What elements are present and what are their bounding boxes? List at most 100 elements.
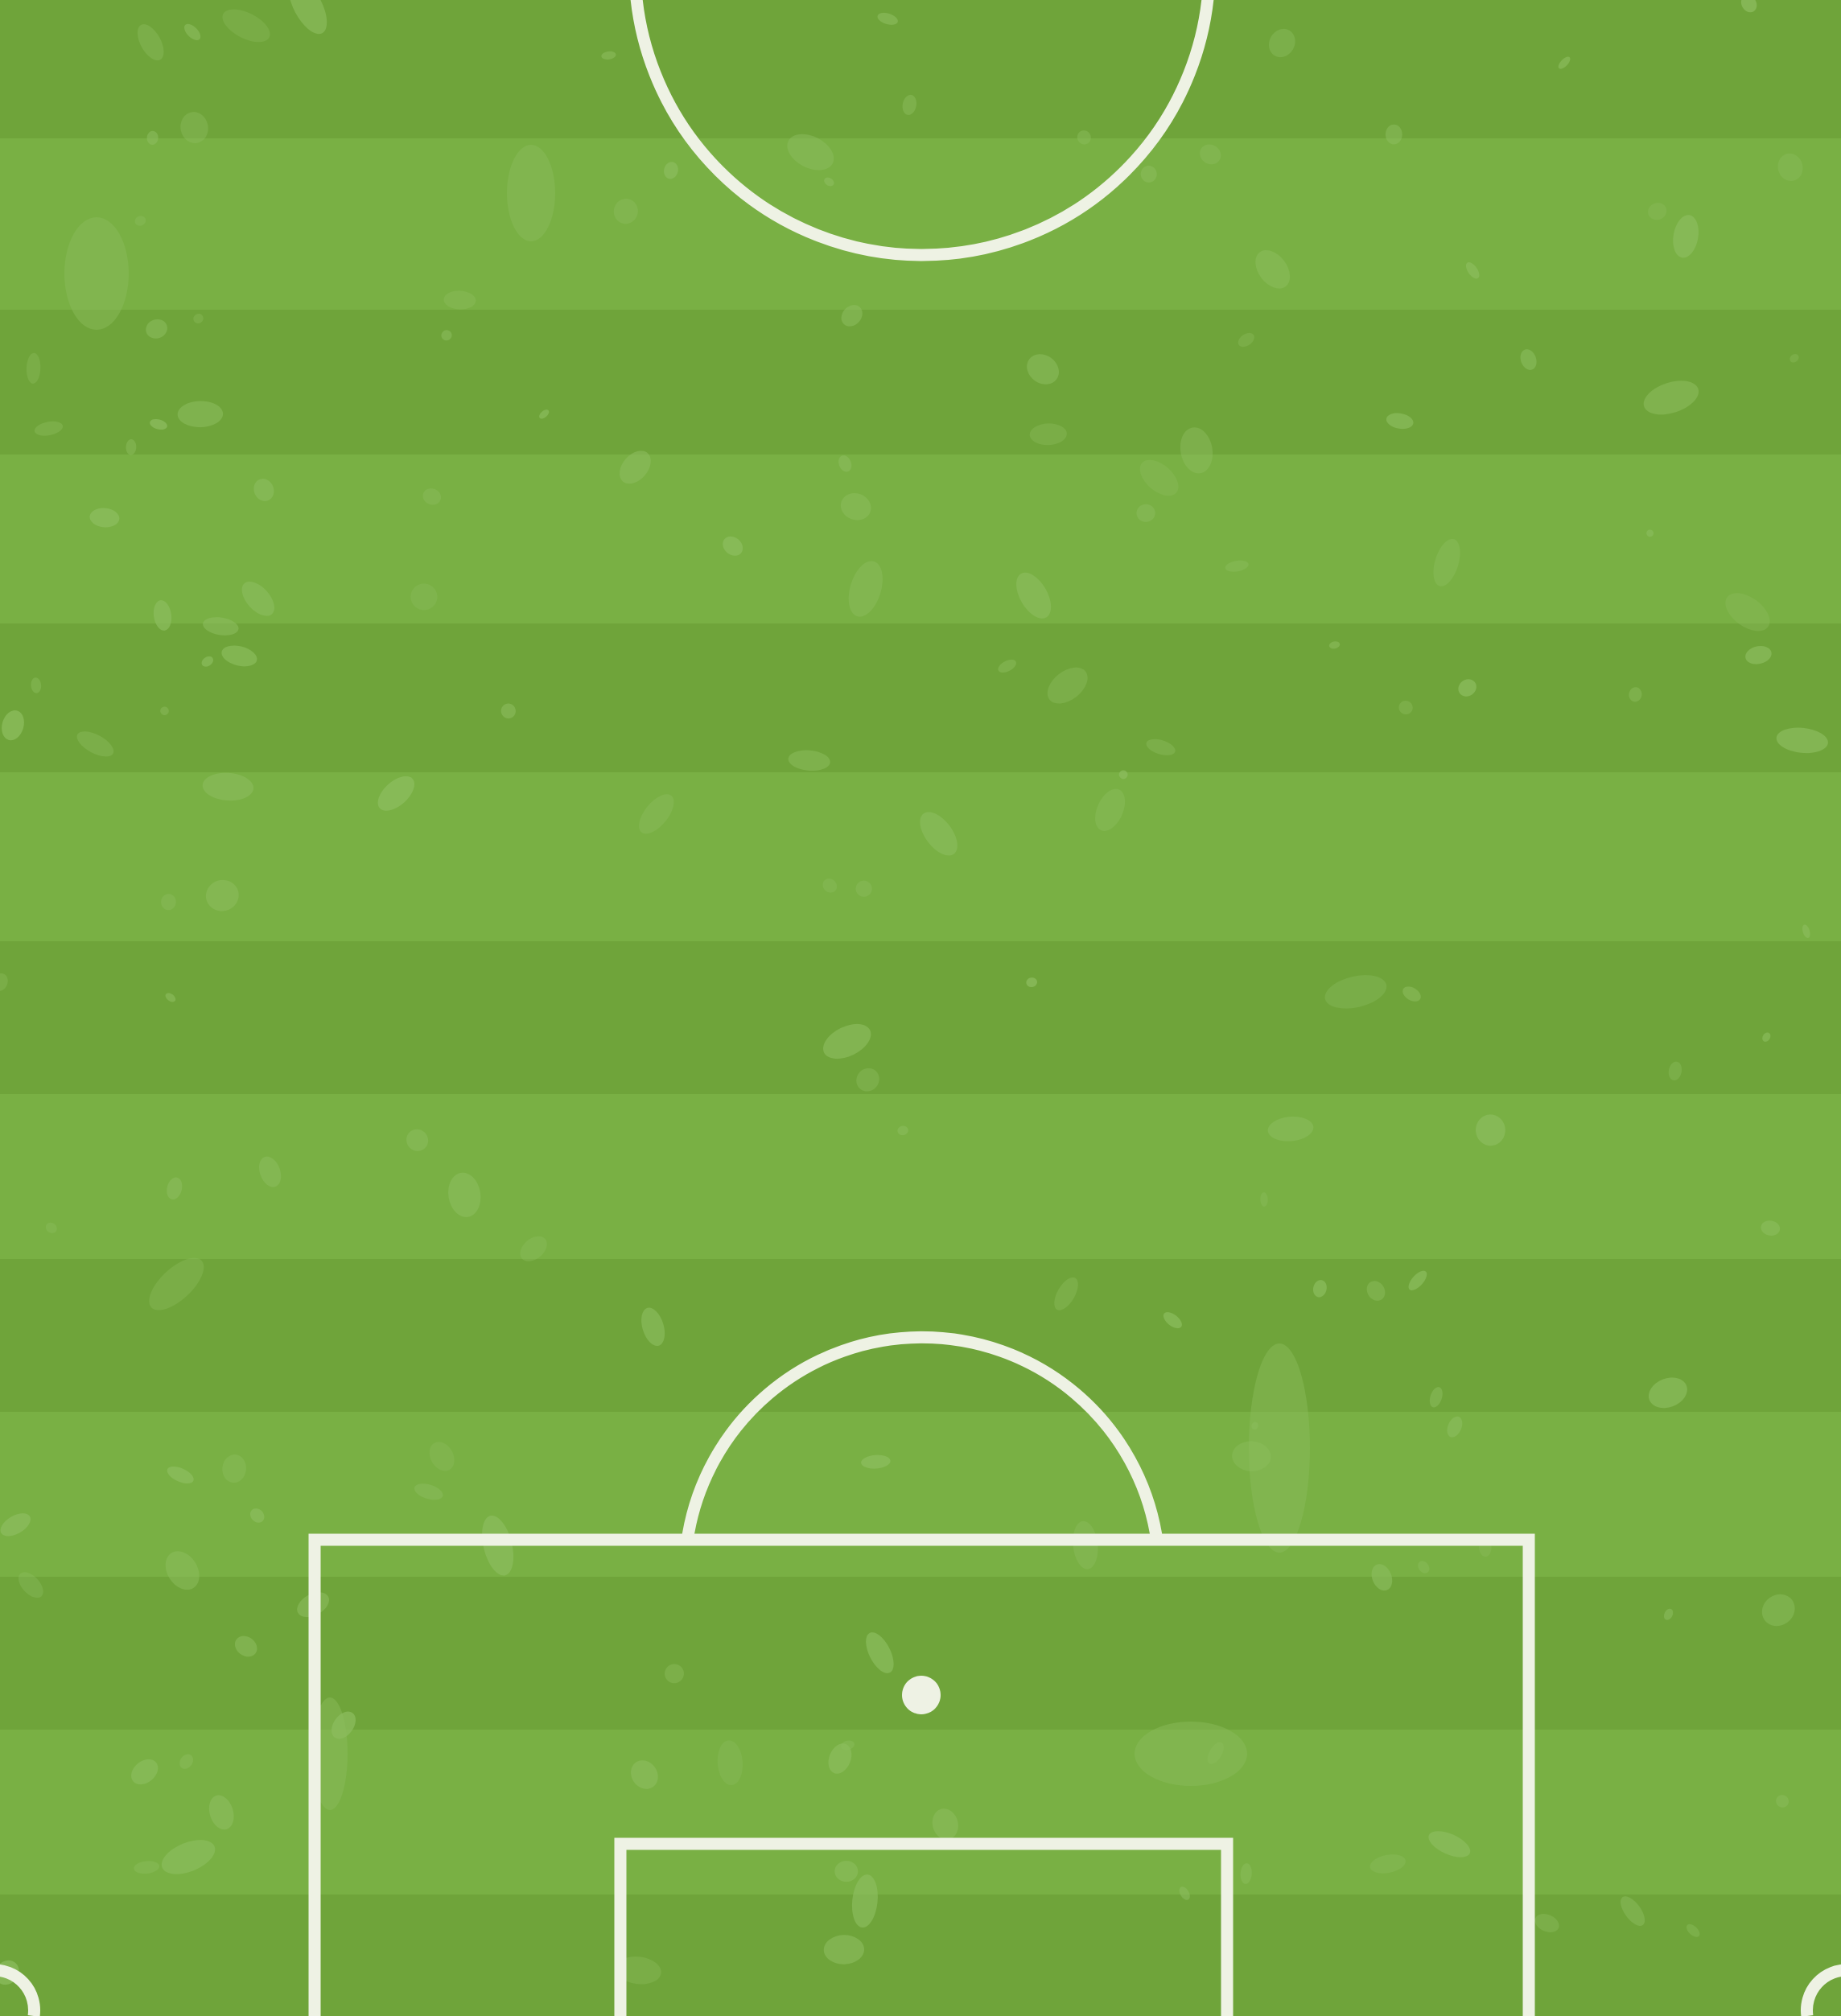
grass-patch [631,1760,658,1789]
grass-stripe [0,455,1841,623]
grass-stripe [0,623,1841,772]
grass-patch [441,330,452,341]
grass-patch [723,536,743,556]
grass-patch [932,1808,958,1840]
grass-patch [1663,1608,1674,1620]
grass-patch [414,1483,443,1500]
grass-patch [665,1664,684,1684]
grass-patch [312,1697,348,1810]
grass-patch [1761,1594,1795,1627]
penalty-box [308,1533,1535,2016]
grass-patch [1054,1277,1078,1310]
grass-patch [507,145,555,241]
grass-patch [840,492,871,520]
grass-patch [828,1743,852,1774]
grass-patch [208,1795,234,1830]
grass-patch [824,177,834,187]
grass-patch [1629,687,1642,702]
grass-patch [64,217,129,330]
grass-patch [167,1177,183,1200]
grass-patch [165,993,176,1002]
grass-patch [601,51,616,60]
penalty-spot [902,1676,941,1714]
grass-patch [1745,646,1772,664]
grass-patch [855,880,872,897]
grass-patch [1249,1343,1310,1553]
grass-patch [221,645,257,667]
grass-patch [0,1513,31,1537]
grass-stripe [0,1895,1841,2016]
grass-patch [1398,700,1413,715]
grass-patch [253,479,274,501]
grass-patch [613,198,638,224]
grass-patch [429,1442,455,1471]
grass-patch [1776,727,1828,754]
grass-patch [823,1935,864,1965]
grass-patch [1802,924,1810,939]
grass-patch [1475,1114,1505,1146]
grass-patch [641,1307,665,1347]
grass-patch [1077,130,1091,145]
grass-patch [1179,1886,1190,1900]
grass-patch [89,508,120,528]
grass-patch [620,451,651,484]
grass-patch [1136,504,1155,522]
grass-patch [539,409,550,419]
grass-patch [1558,56,1571,69]
grass-stripe [0,1094,1841,1259]
grass-patch [26,352,41,384]
grass-patch [1520,349,1537,370]
grass-patch [1324,975,1387,1009]
grass-patch [1643,381,1699,415]
grass-patch [153,600,172,631]
grass-patch [126,439,137,455]
grass-patch [834,1861,859,1882]
grass-patch [1371,1564,1393,1591]
grass-patch [1433,538,1460,586]
grass-patch [1648,1377,1687,1409]
grass-patch [1240,1863,1252,1884]
grass-patch [377,776,415,811]
grass-patch [332,1711,356,1739]
goal-box [614,1837,1234,2016]
grass-patch [1762,1032,1771,1042]
grass-patch [146,130,159,145]
grass-patch [201,656,213,667]
grass-patch [249,1508,265,1523]
grass-patch [1135,1722,1247,1786]
grass-patch [205,879,239,911]
grass-patch [1207,1742,1224,1764]
grass-patch [1366,1281,1386,1301]
grass-patch [180,112,208,144]
grass-patch [1402,986,1421,1002]
grass-patch [443,290,476,310]
grass-patch [639,794,674,834]
grass-stripe [0,772,1841,941]
grass-patch [2,710,24,741]
grass-patch [787,134,834,171]
grass-patch [822,878,838,893]
grass-patch [177,401,224,428]
grass-patch [134,216,146,226]
grass-patch [1328,641,1341,649]
grass-patch [1267,1116,1314,1142]
grass-patch [851,1874,878,1928]
corner-arc-right [1801,1965,1841,2016]
grass-patch [76,731,114,757]
grass-patch [167,1466,194,1484]
grass-patch [1447,1416,1463,1438]
grass-patch [520,1236,547,1261]
grass-patch [45,1222,57,1233]
grass-stripe [0,138,1841,310]
grass-patch [1027,354,1059,385]
grass-patch [1776,1795,1790,1808]
grass-patch [0,973,8,991]
grass-patch [1312,1280,1327,1298]
grass-patch [1260,1192,1268,1207]
corner-arc-left [0,1965,40,2016]
grass-patch [856,1068,879,1092]
grass-patch [897,1125,908,1136]
